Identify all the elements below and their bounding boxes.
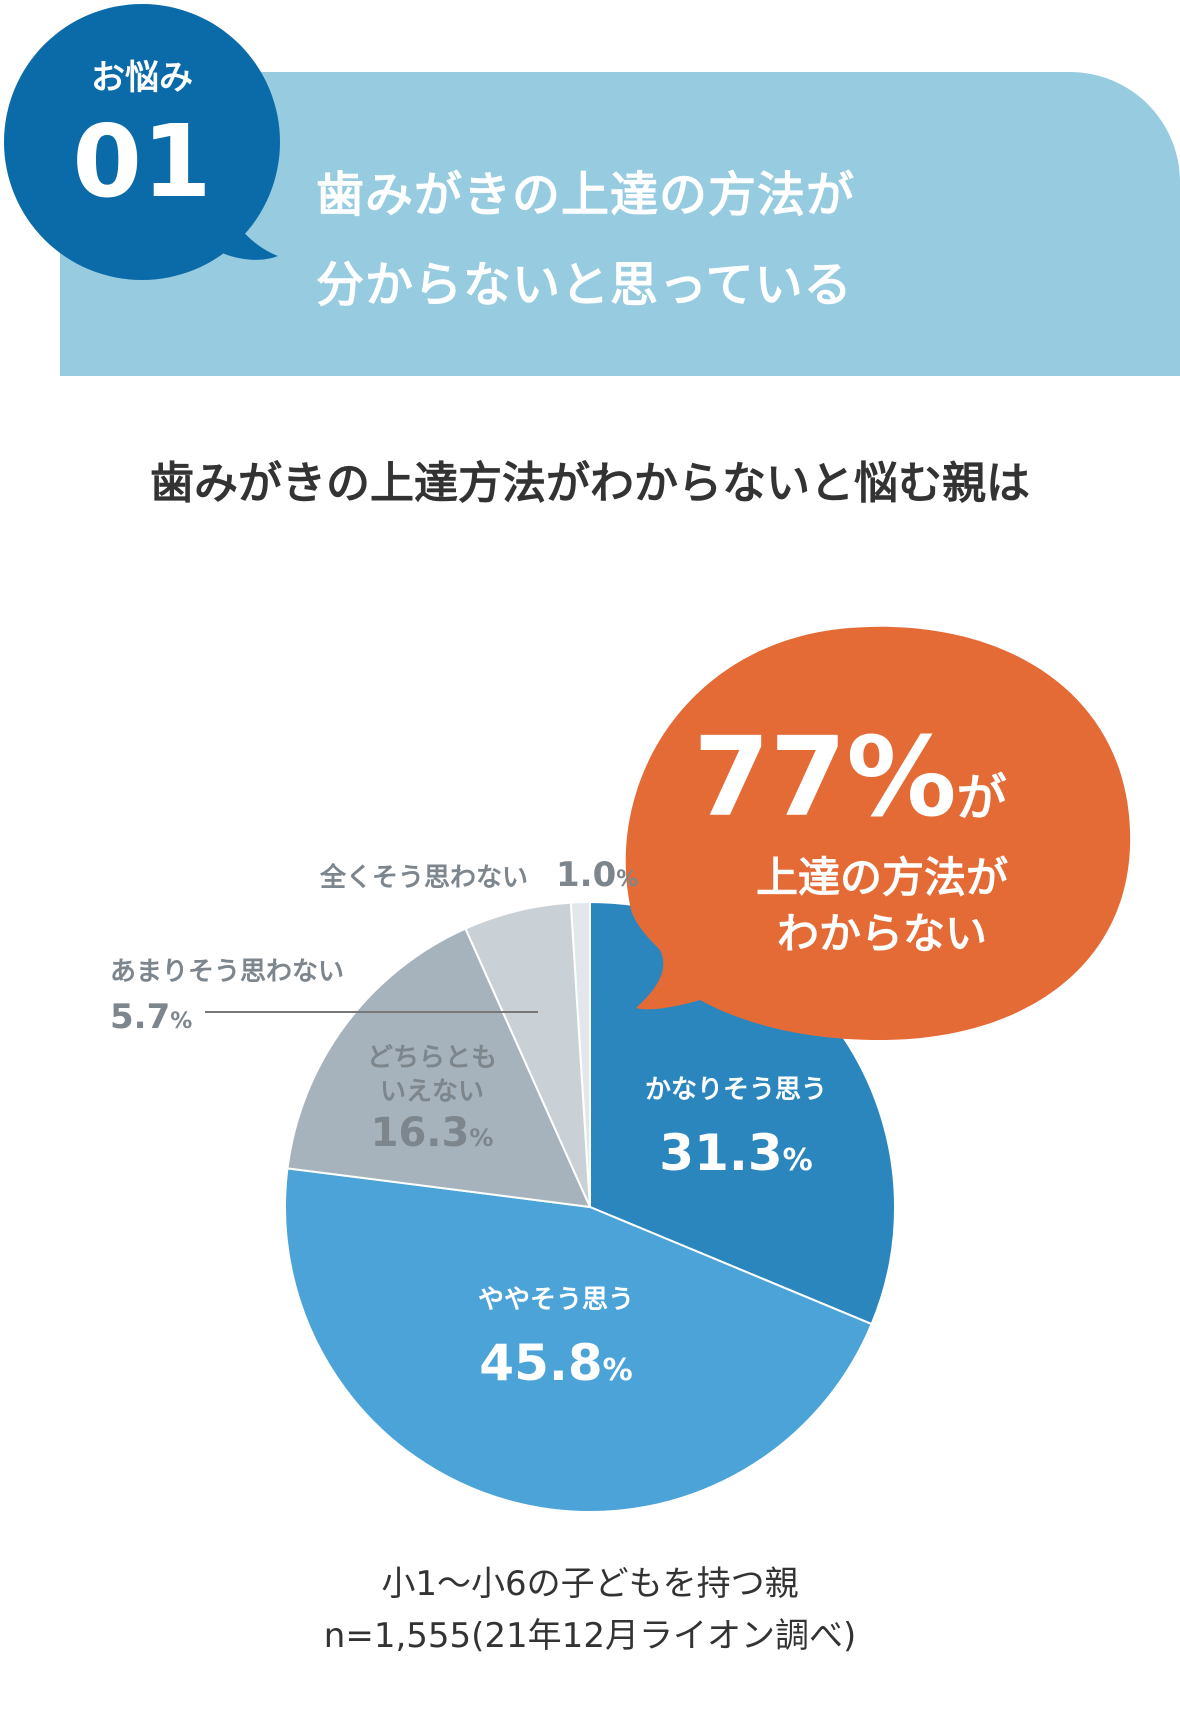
slice-label-neutral-line1: どちらとも xyxy=(367,1043,497,1073)
slice-value-not-at-all-number: 1.0 xyxy=(556,855,616,895)
badge-number: 01 xyxy=(72,103,212,220)
slice-value-somewhat-number: 45.8 xyxy=(479,1334,602,1392)
slice-label-not-much: あまりそう思わない xyxy=(110,957,344,987)
slice-value-neutral-number: 16.3 xyxy=(371,1110,470,1156)
source-note: 小1〜小6の子どもを持つ親 n=1,555(21年12月ライオン調べ) xyxy=(0,1558,1180,1662)
source-line1: 小1〜小6の子どもを持つ親 xyxy=(381,1564,799,1604)
badge-circle xyxy=(4,4,280,280)
badge-label: お悩み xyxy=(91,58,193,98)
slice-not-at-all xyxy=(569,900,591,1208)
slice-value-not-much-unit: % xyxy=(170,1009,192,1034)
slice-neutral xyxy=(286,927,592,1209)
slice-value-strong-number: 31.3 xyxy=(659,1124,782,1182)
badge-tail xyxy=(190,205,278,260)
slice-label-somewhat: ややそう思う xyxy=(478,1285,634,1315)
callout-line1: 上達の方法が xyxy=(756,853,1008,902)
slice-value-strong-unit: % xyxy=(783,1143,813,1178)
header-title-line1: 歯みがきの上達の方法が xyxy=(316,167,856,223)
slice-value-somewhat: 45.8% xyxy=(479,1334,632,1392)
slice-value-not-much-number: 5.7 xyxy=(110,997,170,1037)
header-title: 歯みがきの上達の方法が 分からないと思っている xyxy=(316,150,855,330)
callout-line2: わからない xyxy=(777,909,987,958)
slice-value-strong: 31.3% xyxy=(659,1124,812,1182)
source-line2: n=1,555(21年12月ライオン調べ) xyxy=(323,1616,857,1656)
slice-value-not-at-all-unit: % xyxy=(616,867,638,892)
callout-bubble xyxy=(625,626,1131,1040)
slice-value-neutral: 16.3% xyxy=(371,1110,494,1156)
slice-label-neutral-line2: いえない xyxy=(380,1077,484,1107)
slice-label-strong: かなりそう思う xyxy=(645,1075,827,1105)
callout-headline: 77%が xyxy=(693,713,1006,841)
slice-somewhat xyxy=(284,1167,873,1514)
callout-big-value: 77% xyxy=(693,713,956,841)
slice-label-not-at-all: 全くそう思わない xyxy=(319,862,528,893)
slice-value-not-at-all: 1.0% xyxy=(556,855,638,895)
slice-value-neutral-unit: % xyxy=(469,1124,493,1152)
header-title-line2: 分からないと思っている xyxy=(316,257,853,313)
callout-big-value-suffix: が xyxy=(957,769,1007,827)
badge-bubble xyxy=(4,4,280,280)
slice-value-not-much: 5.7% xyxy=(110,997,192,1037)
chart-heading: 歯みがきの上達方法がわからないと悩む親は xyxy=(150,458,1030,509)
slice-value-somewhat-unit: % xyxy=(603,1353,633,1388)
